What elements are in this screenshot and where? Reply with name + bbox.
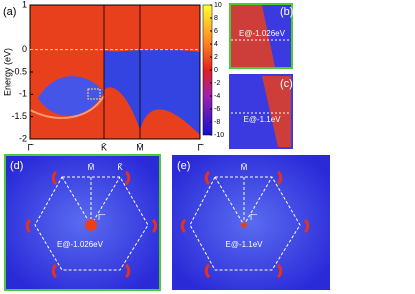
colorbar-tick-label: -8 xyxy=(214,119,220,126)
panel-e: M̃ Γ̃ E@-1.1eV (e) xyxy=(172,155,330,290)
y-tick-label: 1 xyxy=(22,0,27,9)
colorbar-tick-label: 8 xyxy=(214,15,218,22)
panel-label: (c) xyxy=(280,78,293,90)
panel-label: (b) xyxy=(280,6,293,18)
point-label: Γ̃ xyxy=(98,213,105,222)
panel-label: (a) xyxy=(3,6,16,18)
y-tick-label: -1.5 xyxy=(11,111,27,121)
panel-c: E@-1.1eV (c) xyxy=(229,74,293,149)
colorbar-tick-label: 2 xyxy=(214,54,218,61)
point-label: M̃ xyxy=(88,163,95,172)
energy-label: E@-1.1eV xyxy=(243,115,281,124)
panel-b: E@-1.026eV (b) xyxy=(229,3,293,69)
band-line xyxy=(29,95,105,119)
y-axis-label: Energy (eV) xyxy=(2,48,12,96)
colorbar-tick-label: -4 xyxy=(214,93,220,100)
band-region xyxy=(231,5,275,67)
y-tick-label: -1 xyxy=(19,89,27,99)
colorbar-tick-label: 6 xyxy=(214,28,218,35)
fermi-arcs xyxy=(180,170,310,279)
x-tick-label: M̄ xyxy=(136,142,144,152)
gamma-pocket xyxy=(241,222,247,228)
panel-label: (e) xyxy=(177,160,190,172)
point-label: K̃ xyxy=(117,163,123,172)
colorbar-tick-label: -2 xyxy=(214,80,220,87)
colorbar-tick-label: 10 xyxy=(214,2,222,9)
x-tick-label: Γ̄ xyxy=(28,142,35,152)
zoom-box xyxy=(87,88,101,100)
y-tick-label: -2 xyxy=(19,133,27,143)
y-tick-label: -0.5 xyxy=(11,66,27,76)
colorbar-tick-label: -6 xyxy=(214,106,220,113)
panel-label: (d) xyxy=(10,160,23,172)
energy-label: E@-1.026eV xyxy=(57,240,104,249)
x-tick-label: K̄ xyxy=(101,142,107,152)
panel-a: (a) Energy (eV) xyxy=(2,4,213,140)
colorbar-tick-label: 0 xyxy=(214,67,218,74)
fermi-arcs xyxy=(25,170,158,279)
band-region xyxy=(104,49,200,135)
x-tick-label: Γ̄ xyxy=(198,142,205,152)
y-tick-label: 0 xyxy=(22,44,27,54)
panel-d: M̃ K̃ Γ̃ E@-1.026eV (d) xyxy=(4,154,161,291)
band-region xyxy=(262,76,291,147)
colorbar-tick-label: -10 xyxy=(214,132,224,139)
point-label: Γ̃ xyxy=(250,213,257,222)
gamma-pocket xyxy=(85,219,97,231)
energy-label: E@-1.1eV xyxy=(225,240,263,249)
colorbar-tick-label: 4 xyxy=(214,41,218,48)
band-region xyxy=(38,76,104,116)
energy-label: E@-1.026eV xyxy=(239,29,286,38)
point-label: M̃ xyxy=(241,163,248,172)
